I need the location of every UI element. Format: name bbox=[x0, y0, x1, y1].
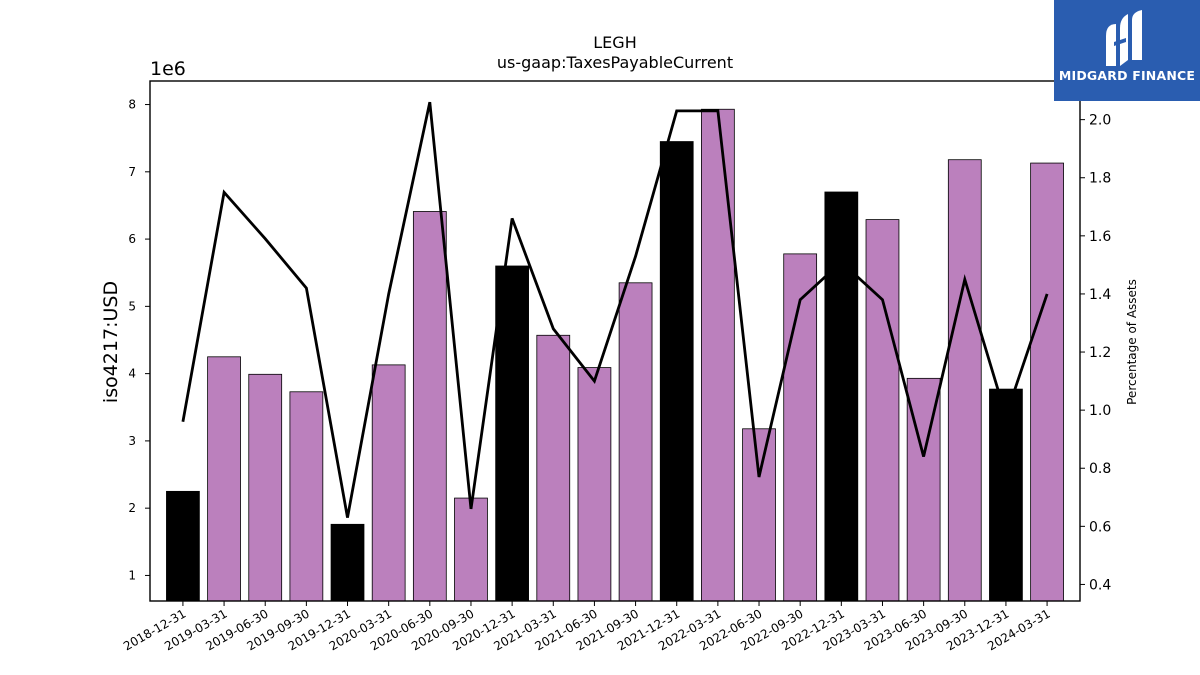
brand-logo-text: MIDGARD FINANCE bbox=[1058, 68, 1196, 83]
bar bbox=[865, 219, 900, 602]
y2-tick-label: 1.4 bbox=[1089, 287, 1111, 303]
bar bbox=[412, 211, 447, 602]
bar bbox=[947, 159, 982, 602]
line-layer bbox=[181, 101, 1049, 518]
y2-tick-label: 1.8 bbox=[1089, 171, 1111, 187]
bar bbox=[701, 108, 735, 602]
y2-tick-label: 1.0 bbox=[1089, 403, 1111, 419]
y-tick-label: 1 bbox=[128, 568, 136, 582]
y2-tick-label: 0.8 bbox=[1089, 461, 1111, 477]
y-tick-label: 3 bbox=[128, 434, 136, 448]
chart-subtitle: us-gaap:TaxesPayableCurrent bbox=[497, 53, 733, 72]
y2-tick-label: 1.6 bbox=[1089, 229, 1111, 245]
midgard-m-logo-icon bbox=[1106, 10, 1142, 66]
chart-title: LEGH bbox=[593, 33, 636, 52]
bar bbox=[495, 265, 529, 602]
y-offset-label: 1e6 bbox=[150, 58, 186, 80]
bar bbox=[289, 391, 324, 602]
y-tick-label: 2 bbox=[128, 501, 136, 515]
bar bbox=[989, 388, 1023, 602]
y2-tick-label: 2.0 bbox=[1089, 113, 1111, 129]
bar bbox=[207, 356, 241, 602]
brand-logo: MIDGARD FINANCE bbox=[1054, 0, 1200, 101]
y-tick-label: 4 bbox=[128, 367, 136, 381]
bar bbox=[742, 428, 776, 602]
bar bbox=[659, 141, 694, 602]
bar bbox=[536, 334, 571, 602]
bar bbox=[783, 253, 818, 602]
y-tick-label: 7 bbox=[128, 165, 136, 179]
y-axis-label: iso4217:USD bbox=[100, 281, 122, 403]
series-line bbox=[181, 101, 1049, 518]
bar bbox=[371, 364, 406, 602]
bars-layer bbox=[166, 108, 1064, 602]
y-tick-label: 5 bbox=[128, 299, 136, 313]
y-tick-label: 6 bbox=[128, 232, 136, 246]
y2-tick-label: 1.2 bbox=[1089, 345, 1111, 361]
plot-frame bbox=[149, 80, 1081, 602]
y-tick-label: 8 bbox=[128, 98, 136, 112]
y2-tick-label: 0.6 bbox=[1089, 519, 1111, 535]
bar bbox=[166, 490, 200, 602]
bar bbox=[577, 367, 612, 602]
bar bbox=[618, 282, 653, 602]
y2-axis-label: Percentage of Assets bbox=[1125, 279, 1139, 405]
bar bbox=[1030, 162, 1064, 602]
bar bbox=[824, 191, 859, 602]
bar bbox=[330, 523, 365, 602]
y2-tick-label: 0.4 bbox=[1089, 577, 1111, 593]
bar bbox=[248, 373, 283, 602]
bar bbox=[454, 497, 488, 602]
